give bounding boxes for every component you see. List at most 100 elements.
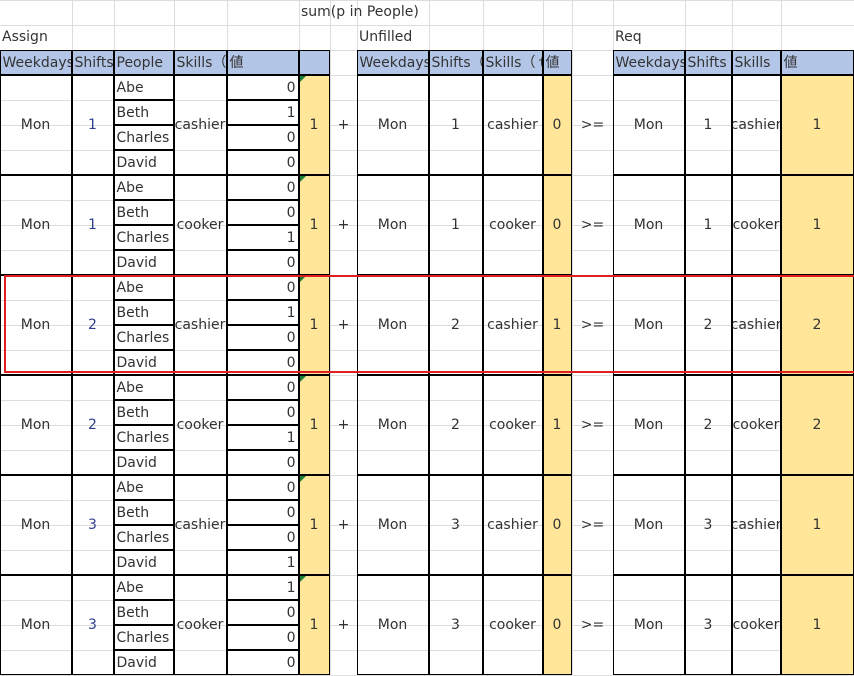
unfilled-header-0[interactable]: Weekdays	[356, 49, 429, 75]
assign-value[interactable]: 1	[226, 549, 299, 575]
assign-sum[interactable]: 1	[298, 274, 330, 375]
req-skill[interactable]: cashier	[731, 74, 781, 175]
assign-shift[interactable]: 1	[71, 174, 114, 275]
assign-person[interactable]: Beth	[113, 199, 174, 225]
assign-person[interactable]: Abe	[113, 474, 174, 500]
assign-weekday[interactable]: Mon	[0, 474, 72, 575]
req-shift[interactable]: 3	[684, 574, 732, 675]
req-shift[interactable]: 1	[684, 174, 732, 275]
assign-person[interactable]: Beth	[113, 399, 174, 425]
assign-weekday[interactable]: Mon	[0, 374, 72, 475]
unfilled-shift[interactable]: 2	[428, 274, 483, 375]
req-weekday[interactable]: Mon	[612, 474, 685, 575]
unfilled-weekday[interactable]: Mon	[356, 274, 429, 375]
assign-person[interactable]: David	[113, 249, 174, 275]
unfilled-skill[interactable]: cashier	[482, 274, 543, 375]
unfilled-skill[interactable]: cashier	[482, 74, 543, 175]
assign-shift[interactable]: 2	[71, 274, 114, 375]
assign-weekday[interactable]: Mon	[0, 274, 72, 375]
req-value[interactable]: 1	[780, 574, 854, 675]
assign-person[interactable]: David	[113, 549, 174, 575]
unfilled-skill[interactable]: cooker	[482, 374, 543, 475]
assign-value[interactable]: 0	[226, 374, 299, 400]
assign-person[interactable]: Beth	[113, 499, 174, 525]
unfilled-skill[interactable]: cashier	[482, 474, 543, 575]
assign-weekday[interactable]: Mon	[0, 74, 72, 175]
unfilled-weekday[interactable]: Mon	[356, 74, 429, 175]
unfilled-weekday[interactable]: Mon	[356, 374, 429, 475]
assign-sum[interactable]: 1	[298, 374, 330, 475]
assign-sum[interactable]: 1	[298, 174, 330, 275]
unfilled-value[interactable]: 0	[542, 474, 572, 575]
assign-person[interactable]: Charles	[113, 124, 174, 150]
assign-value[interactable]: 0	[226, 474, 299, 500]
assign-header-3[interactable]: Skills（	[173, 49, 227, 75]
assign-skill[interactable]: cooker	[173, 374, 227, 475]
assign-value[interactable]: 0	[226, 199, 299, 225]
assign-sum[interactable]: 1	[298, 574, 330, 675]
unfilled-header-3[interactable]: 値	[542, 49, 572, 75]
assign-shift[interactable]: 1	[71, 74, 114, 175]
assign-person[interactable]: Charles	[113, 224, 174, 250]
assign-skill[interactable]: cashier	[173, 474, 227, 575]
assign-value[interactable]: 0	[226, 524, 299, 550]
req-weekday[interactable]: Mon	[612, 74, 685, 175]
unfilled-shift[interactable]: 3	[428, 574, 483, 675]
req-shift[interactable]: 2	[684, 274, 732, 375]
unfilled-value[interactable]: 0	[542, 74, 572, 175]
assign-value[interactable]: 0	[226, 124, 299, 150]
req-skill[interactable]: cashier	[731, 474, 781, 575]
assign-value[interactable]: 0	[226, 499, 299, 525]
assign-person[interactable]: David	[113, 349, 174, 375]
req-value[interactable]: 1	[780, 474, 854, 575]
assign-header-2[interactable]: People	[113, 49, 174, 75]
assign-person[interactable]: Abe	[113, 74, 174, 100]
section-req-label[interactable]: Req	[615, 29, 642, 45]
section-assign-label[interactable]: Assign	[2, 29, 48, 45]
req-shift[interactable]: 3	[684, 474, 732, 575]
req-skill[interactable]: cooker	[731, 174, 781, 275]
req-value[interactable]: 1	[780, 74, 854, 175]
req-header-2[interactable]: Skills	[731, 49, 781, 75]
assign-skill[interactable]: cashier	[173, 274, 227, 375]
unfilled-shift[interactable]: 1	[428, 74, 483, 175]
req-weekday[interactable]: Mon	[612, 174, 685, 275]
req-skill[interactable]: cashier	[731, 274, 781, 375]
assign-weekday[interactable]: Mon	[0, 574, 72, 675]
req-value[interactable]: 2	[780, 374, 854, 475]
assign-person[interactable]: Beth	[113, 299, 174, 325]
req-weekday[interactable]: Mon	[612, 574, 685, 675]
assign-value[interactable]: 0	[226, 149, 299, 175]
unfilled-weekday[interactable]: Mon	[356, 574, 429, 675]
unfilled-weekday[interactable]: Mon	[356, 174, 429, 275]
req-value[interactable]: 2	[780, 274, 854, 375]
assign-person[interactable]: Abe	[113, 274, 174, 300]
assign-person[interactable]: David	[113, 449, 174, 475]
assign-value[interactable]: 1	[226, 224, 299, 250]
assign-weekday[interactable]: Mon	[0, 174, 72, 275]
req-weekday[interactable]: Mon	[612, 274, 685, 375]
assign-person[interactable]: Abe	[113, 174, 174, 200]
req-header-1[interactable]: Shifts	[684, 49, 732, 75]
assign-shift[interactable]: 2	[71, 374, 114, 475]
section-unfilled-label[interactable]: Unfilled	[359, 29, 413, 45]
unfilled-value[interactable]: 0	[542, 574, 572, 675]
assign-sum[interactable]: 1	[298, 474, 330, 575]
assign-header-4[interactable]: 値	[226, 49, 299, 75]
unfilled-value[interactable]: 1	[542, 374, 572, 475]
assign-person[interactable]: Charles	[113, 624, 174, 650]
req-shift[interactable]: 1	[684, 74, 732, 175]
assign-value[interactable]: 1	[226, 99, 299, 125]
unfilled-header-2[interactable]: Skills（ｔ	[482, 49, 543, 75]
assign-value[interactable]: 0	[226, 649, 299, 675]
assign-value[interactable]: 0	[226, 74, 299, 100]
assign-person[interactable]: Charles	[113, 424, 174, 450]
assign-value[interactable]: 1	[226, 424, 299, 450]
assign-header-1[interactable]: Shifts	[71, 49, 114, 75]
assign-sum[interactable]: 1	[298, 74, 330, 175]
assign-skill[interactable]: cashier	[173, 74, 227, 175]
assign-value[interactable]: 1	[226, 574, 299, 600]
unfilled-shift[interactable]: 3	[428, 474, 483, 575]
assign-value[interactable]: 0	[226, 174, 299, 200]
